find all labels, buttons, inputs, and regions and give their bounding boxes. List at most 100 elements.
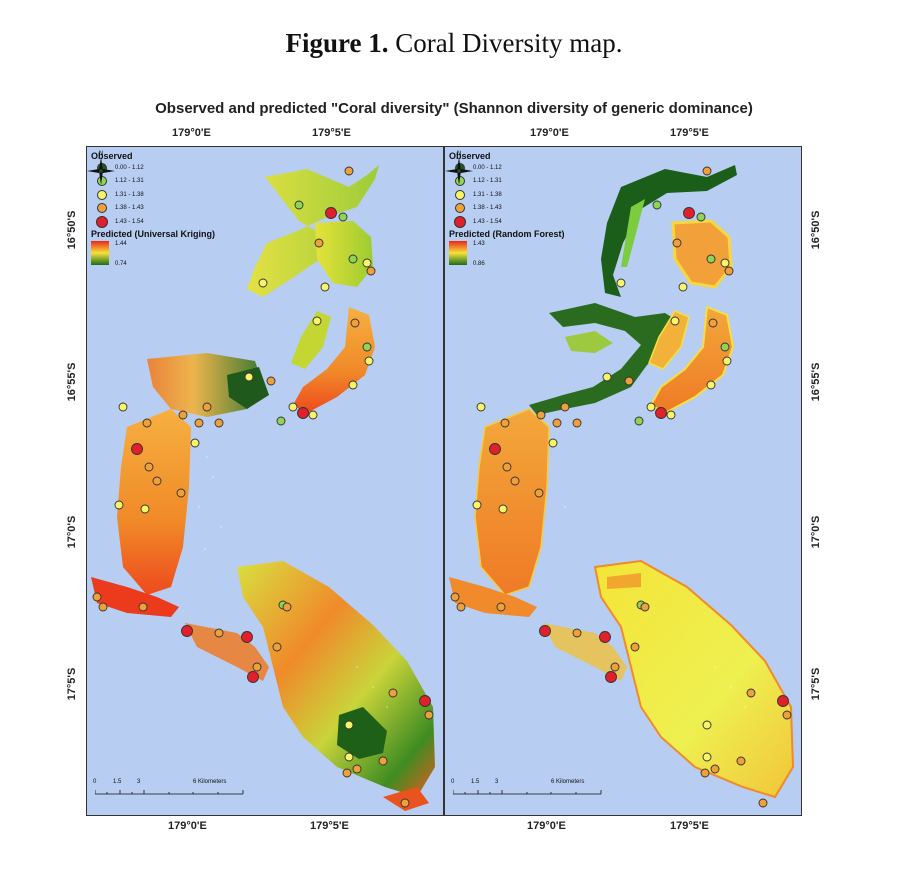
color-ramp-rf [449,240,467,265]
rf-site-marker-32 [472,500,482,510]
kriging-site-marker-53 [282,602,292,612]
rf-site-marker-27 [500,418,510,428]
kriging-site-marker-43 [272,642,282,652]
kriging-site-marker-19 [276,416,286,426]
kriging-site-marker-47 [344,720,354,730]
scale-tick-3: 6 Kilometers [193,779,227,785]
lat-right-1: 16°50'S [810,210,822,250]
kriging-site-marker-52 [342,768,352,778]
scale-tick-0-rf: 0 [451,779,455,785]
kriging-site-marker-40 [241,631,253,643]
kriging-site-marker-11 [312,316,322,326]
rf-site-marker-34 [534,488,544,498]
ramp-low-rf: 0.86 [473,260,485,267]
random-forest-map-svg [449,165,795,808]
class-3-label-rf: 1.31 - 1.38 [473,191,502,198]
rf-site-marker-25 [548,438,558,448]
north-label-rf: N [457,151,461,157]
kriging-site-marker-45 [419,695,431,707]
rf-site-marker-21 [624,376,634,386]
class-4-label-rf: 1.38 - 1.43 [473,205,502,212]
class-5-label: 1.43 - 1.54 [115,218,144,225]
rf-site-marker-36 [456,602,466,612]
kriging-site-marker-29 [131,443,143,455]
kriging-site-marker-31 [140,504,150,514]
predicted-title-rf: Predicted (Random Forest) [449,228,565,239]
ramp-high: 1.44 [115,240,127,247]
rf-site-marker-42 [605,671,617,683]
predicted-title: Predicted (Universal Kriging) [91,228,216,239]
class-4-symbol [97,203,107,214]
class-5-symbol [96,215,108,228]
kriging-site-marker-10 [258,278,268,288]
lon-bottom-right-1: 179°0'E [527,820,566,832]
rf-site-marker-47 [702,720,712,730]
lon-top-left-2: 179°5'E [312,127,351,139]
kriging-site-marker-48 [344,752,354,762]
rf-site-marker-1 [702,166,712,176]
ramp-values-rf: 1.43 0.86 [473,241,485,267]
kriging-site-marker-21 [266,376,276,386]
rf-site-marker-45 [777,695,789,707]
kriging-site-marker-5 [314,238,324,248]
rf-site-marker-30 [510,476,520,486]
kriging-site-marker-39 [214,628,224,638]
rf-site-marker-29 [489,443,501,455]
lat-left-4: 17°5'S [66,667,78,701]
kriging-site-marker-24 [178,410,188,420]
class-3-label: 1.31 - 1.38 [115,191,144,198]
kriging-site-marker-16 [297,407,309,419]
kriging-site-marker-22 [202,402,212,412]
class-5-symbol-rf [454,215,466,228]
kriging-site-marker-38 [181,625,193,637]
rf-site-marker-3 [696,212,706,222]
kriging-site-marker-14 [364,356,374,366]
rf-site-marker-54 [610,662,620,672]
lat-right-4: 17°5'S [810,667,822,701]
kriging-site-marker-26 [118,402,128,412]
rf-site-marker-28 [502,462,512,472]
scale-tick-2: 3 [137,779,141,785]
scale-bar: 0 1.5 3 6 Kilometers [93,779,263,797]
scale-tick-0: 0 [93,779,97,785]
kriging-site-marker-23 [214,418,224,428]
legend-class-3: 1.31 - 1.38 [91,188,215,202]
color-ramp [91,240,109,265]
kriging-site-marker-1 [344,166,354,176]
rf-site-marker-5 [672,238,682,248]
lat-left-1: 16°50'S [66,210,78,250]
rf-site-marker-9 [678,282,688,292]
rf-site-marker-4 [652,200,662,210]
rf-site-marker-51 [758,798,768,808]
kriging-site-marker-13 [362,342,372,352]
kriging-site-marker-33 [194,418,204,428]
rf-site-marker-44 [746,688,756,698]
scale-ruler-rf [453,790,602,795]
kriging-site-marker-18 [308,410,318,420]
kriging-site-marker-15 [348,380,358,390]
class-5-label-rf: 1.43 - 1.54 [473,218,502,225]
kriging-site-marker-51 [400,798,410,808]
rf-site-marker-18 [666,410,676,420]
kriging-site-marker-46 [424,710,434,720]
rf-site-marker-39 [572,628,582,638]
kriging-site-marker-44 [388,688,398,698]
kriging-site-marker-6 [348,254,358,264]
lon-bottom-right-2: 179°5'E [670,820,709,832]
rf-site-marker-10 [616,278,626,288]
rf-site-marker-2 [683,207,695,219]
north-arrow-icon: N [87,151,115,185]
kriging-site-marker-49 [352,764,362,774]
kriging-site-marker-28 [144,462,154,472]
observed-title-rf: Observed [449,151,491,161]
rf-site-marker-16 [655,407,667,419]
kriging-site-marker-12 [350,318,360,328]
class-2-label: 1.12 - 1.31 [115,178,144,185]
rf-site-marker-14 [722,356,732,366]
rf-site-marker-24 [536,410,546,420]
kriging-site-marker-7 [362,258,372,268]
rf-site-marker-31 [498,504,508,514]
legend-class-3-rf: 1.31 - 1.38 [449,188,565,202]
class-3-symbol [97,189,107,200]
kriging-site-marker-20 [244,372,254,382]
